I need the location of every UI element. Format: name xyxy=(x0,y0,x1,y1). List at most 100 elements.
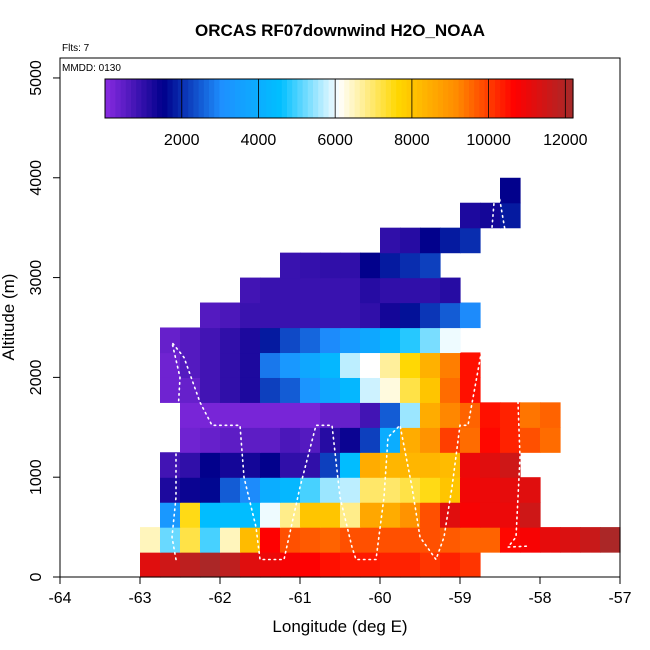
colorbar-tick-label: 4000 xyxy=(241,132,277,149)
colorbar-segment xyxy=(183,79,189,118)
colorbar-tick-label: 8000 xyxy=(394,132,430,149)
x-axis-label: Longitude (deg E) xyxy=(272,617,407,636)
heatmap-cell xyxy=(440,452,461,478)
colorbar-tick-label: 10000 xyxy=(466,132,511,149)
colorbar-segment xyxy=(385,79,392,118)
colorbar-segment xyxy=(203,79,210,118)
heatmap-cell xyxy=(300,452,321,478)
heatmap-cell xyxy=(300,327,321,354)
heatmap-cell xyxy=(340,552,361,578)
heatmap-cell xyxy=(360,327,381,354)
heatmap-cell xyxy=(320,477,341,503)
heatmap-cell xyxy=(400,227,421,254)
heatmap-cell xyxy=(360,377,381,403)
heatmap-cell xyxy=(200,302,221,329)
colorbar-segment xyxy=(406,79,413,118)
heatmap-cell xyxy=(320,527,341,553)
heatmap-cell xyxy=(460,477,481,503)
x-tick-label: -60 xyxy=(368,590,391,607)
heatmap-cell xyxy=(280,402,301,428)
flights-label: Flts: 7 xyxy=(62,43,90,54)
heatmap-cell xyxy=(500,452,521,478)
heatmap-cell xyxy=(300,402,321,428)
colorbar-segment xyxy=(453,79,460,118)
colorbar-segment xyxy=(266,79,272,118)
heatmap-cell xyxy=(340,302,361,329)
heatmap-cell xyxy=(180,477,201,503)
heatmap-cell xyxy=(360,402,381,428)
colorbar-segment xyxy=(349,79,356,118)
heatmap-cell xyxy=(380,527,401,553)
heatmap-cell xyxy=(560,527,581,553)
colorbar-segment xyxy=(344,79,350,118)
colorbar-segment xyxy=(359,79,366,118)
heatmap-cell xyxy=(260,402,281,428)
heatmap-cell xyxy=(240,377,261,403)
colorbar-segment xyxy=(193,79,200,118)
colorbar-segment xyxy=(198,79,205,118)
heatmap-cell xyxy=(320,277,341,304)
heatmap-cell xyxy=(360,552,381,578)
heatmap-cell xyxy=(180,402,201,428)
heatmap-cell xyxy=(500,427,521,453)
heatmap-cell xyxy=(160,527,181,553)
colorbar-segment xyxy=(276,79,283,118)
heatmap-cell xyxy=(360,527,381,553)
heatmap-cell xyxy=(220,302,241,329)
heatmap-cell xyxy=(520,477,541,503)
heatmap-cell xyxy=(280,502,301,528)
heatmap-cell xyxy=(240,277,261,304)
colorbar-segment xyxy=(333,79,340,118)
heatmap-cell xyxy=(320,302,341,329)
colorbar-segment xyxy=(250,79,257,118)
heatmap-cell xyxy=(300,427,321,453)
colorbar-segment xyxy=(531,79,538,118)
heatmap-cell xyxy=(380,452,401,478)
heatmap-cell xyxy=(380,427,401,453)
chart-title: ORCAS RF07downwind H2O_NOAA xyxy=(195,21,485,40)
heatmap-cell xyxy=(240,427,261,453)
colorbar-segment xyxy=(219,79,226,118)
heatmap-cell xyxy=(460,302,481,329)
heatmap-cell xyxy=(340,352,361,378)
x-tick-label: -57 xyxy=(608,590,631,607)
colorbar: 2000 4000 6000 8000 10000 12000 xyxy=(104,78,588,149)
heatmap-cell xyxy=(360,452,381,478)
heatmap-cell xyxy=(420,427,441,453)
heatmap-cell xyxy=(320,327,341,354)
colorbar-segment xyxy=(443,79,449,118)
colorbar-segment xyxy=(287,79,293,118)
heatmap-cell xyxy=(200,527,221,553)
colorbar-segment xyxy=(157,79,163,118)
heatmap-cell xyxy=(500,402,521,428)
heatmap-cell xyxy=(540,427,561,453)
heatmap-cell xyxy=(260,327,281,354)
heatmap-cell xyxy=(160,327,181,354)
heatmap-cell xyxy=(460,452,481,478)
heatmap-cell xyxy=(280,302,301,329)
colorbar-segment xyxy=(240,79,246,118)
heatmap-cell xyxy=(320,377,341,403)
heatmap-cell xyxy=(160,352,181,378)
heatmap-cell xyxy=(440,227,461,254)
x-tick-label: -59 xyxy=(448,590,471,607)
heatmap-cell xyxy=(420,277,441,304)
heatmap-cell xyxy=(600,527,621,553)
colorbar-segment xyxy=(557,79,564,118)
heatmap-cell xyxy=(220,377,241,403)
colorbar-segment xyxy=(151,79,158,118)
colorbar-segment xyxy=(105,79,111,118)
colorbar-segment xyxy=(235,79,241,118)
colorbar-segment xyxy=(354,79,361,118)
heatmap-cell xyxy=(400,277,421,304)
heatmap-cell xyxy=(340,377,361,403)
heatmap-cell xyxy=(340,502,361,528)
heatmap-cell xyxy=(160,377,181,403)
heatmap-cell xyxy=(300,377,321,403)
heatmap-cell xyxy=(240,302,261,329)
heatmap-cell xyxy=(400,352,421,378)
colorbar-segment xyxy=(245,79,252,118)
heatmap-cell xyxy=(240,352,261,378)
colorbar-segment xyxy=(328,79,335,118)
